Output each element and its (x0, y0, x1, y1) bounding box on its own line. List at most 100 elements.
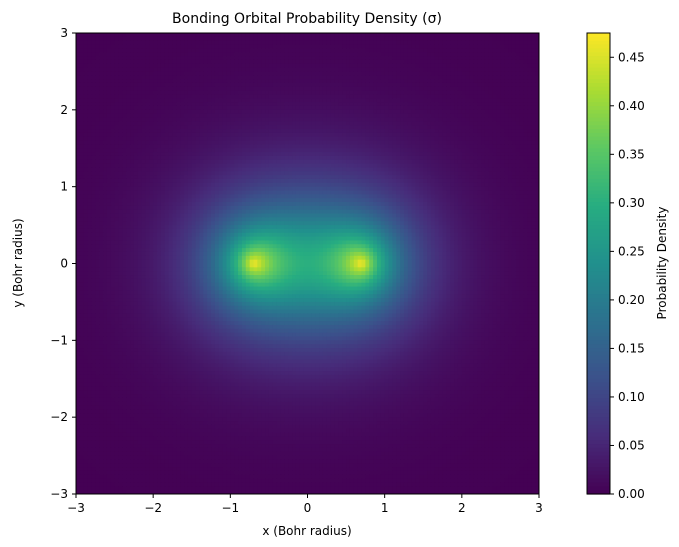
heatmap-cell (83, 59, 89, 65)
heatmap-cell (322, 140, 328, 146)
heatmap-cell (515, 79, 521, 84)
heatmap-cell (419, 94, 424, 99)
heatmap-cell (160, 171, 166, 176)
heatmap-cell (373, 117, 378, 122)
heatmap-cell (373, 63, 378, 69)
heatmap-cell (222, 132, 228, 138)
heatmap-cell (238, 182, 243, 188)
heatmap-cell (180, 67, 185, 73)
heatmap-cell (461, 36, 467, 42)
heatmap-cell (199, 86, 204, 92)
heatmap-cell (87, 48, 93, 53)
heatmap-cell (504, 33, 509, 38)
heatmap-cell (511, 182, 517, 188)
heatmap-cell (319, 102, 324, 107)
heatmap-cell (157, 144, 162, 149)
heatmap-cell (249, 144, 255, 149)
heatmap-cell (95, 90, 100, 96)
heatmap-cell (114, 109, 120, 115)
heatmap-cell (519, 79, 525, 84)
heatmap-cell (160, 40, 166, 46)
heatmap-cell (427, 117, 432, 122)
heatmap-cell (214, 125, 220, 130)
heatmap-cell (265, 71, 270, 76)
heatmap-cell (126, 178, 131, 184)
heatmap-cell (349, 109, 355, 115)
heatmap-cell (292, 175, 297, 180)
heatmap-cell (531, 132, 536, 138)
heatmap-cell (338, 52, 343, 57)
heatmap-cell (180, 190, 185, 195)
heatmap-cell (396, 94, 401, 99)
heatmap-cell (407, 117, 413, 122)
heatmap-cell (454, 182, 459, 188)
heatmap-cell (218, 136, 224, 142)
heatmap-cell (114, 148, 120, 153)
heatmap-cell (253, 159, 258, 165)
heatmap-cell (226, 159, 231, 165)
heatmap-cell (284, 90, 289, 96)
heatmap-cell (103, 105, 108, 111)
heatmap-cell (427, 33, 432, 38)
heatmap-cell (83, 148, 89, 153)
heatmap-cell (461, 71, 467, 76)
heatmap-cell (357, 136, 363, 142)
heatmap-cell (211, 90, 216, 96)
heatmap-cell (91, 155, 96, 161)
heatmap-cell (211, 75, 216, 80)
heatmap-cell (423, 175, 428, 180)
heatmap-cell (357, 71, 363, 76)
heatmap-cell (373, 113, 378, 119)
heatmap-cell (122, 90, 127, 96)
heatmap-cell (303, 105, 309, 111)
heatmap-cell (330, 136, 336, 142)
heatmap-cell (261, 59, 266, 65)
heatmap-cell (442, 63, 447, 69)
heatmap-cell (338, 140, 343, 146)
heatmap-cell (137, 48, 143, 53)
heatmap-cell (83, 175, 89, 180)
heatmap-cell (106, 125, 112, 130)
heatmap-cell (110, 102, 116, 107)
heatmap-cell (319, 163, 324, 169)
heatmap-cell (261, 117, 266, 122)
heatmap-cell (253, 59, 258, 65)
heatmap-cell (373, 56, 378, 61)
heatmap-cell (83, 33, 89, 38)
heatmap-cell (76, 155, 81, 161)
heatmap-cell (76, 79, 81, 84)
heatmap-cell (334, 144, 339, 149)
heatmap-cell (284, 52, 289, 57)
heatmap-cell (373, 33, 378, 38)
heatmap-cell (469, 152, 475, 157)
heatmap-cell (419, 44, 424, 49)
heatmap-cell (481, 59, 486, 65)
heatmap-cell (380, 98, 386, 103)
heatmap-cell (307, 44, 312, 49)
heatmap-cell (511, 33, 517, 38)
heatmap-cell (130, 59, 135, 65)
heatmap-cell (373, 121, 378, 126)
heatmap-cell (396, 59, 401, 65)
heatmap-cell (76, 132, 81, 138)
heatmap-cell (488, 102, 494, 107)
heatmap-cell (461, 186, 467, 192)
heatmap-cell (515, 75, 521, 80)
heatmap-cell (87, 40, 93, 46)
heatmap-cell (373, 178, 378, 184)
heatmap-cell (184, 132, 189, 138)
heatmap-cell (203, 175, 208, 180)
heatmap-cell (261, 178, 266, 184)
heatmap-cell (369, 163, 374, 169)
heatmap-cell (184, 125, 189, 130)
heatmap-cell (357, 40, 363, 46)
heatmap-cell (349, 67, 355, 73)
heatmap-cell (218, 33, 224, 38)
heatmap-cell (531, 144, 536, 149)
heatmap-cell (373, 98, 378, 103)
heatmap-cell (342, 48, 347, 53)
heatmap-cell (126, 36, 131, 42)
heatmap-cell (91, 171, 96, 176)
heatmap-cell (430, 94, 436, 99)
heatmap-cell (238, 71, 243, 76)
